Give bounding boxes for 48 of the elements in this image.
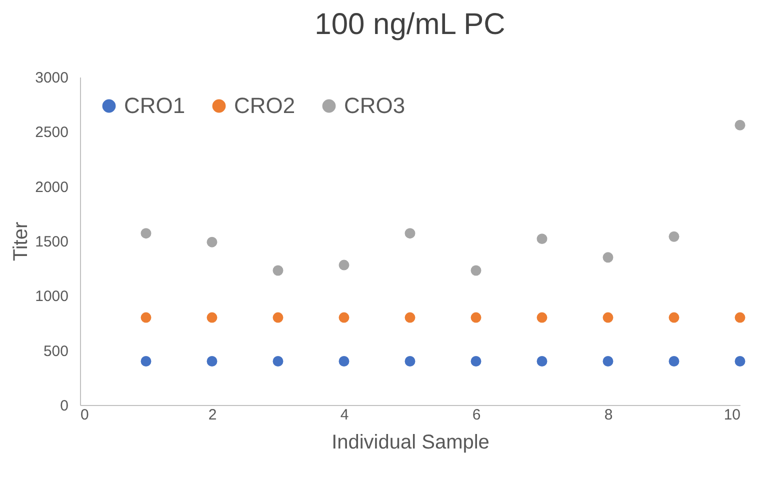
y-tick-label: 1000 — [35, 288, 68, 306]
point — [536, 356, 548, 366]
legend-label: CRO2 — [234, 93, 296, 118]
x-tick-label: 4 — [340, 406, 349, 424]
y-axis-title: Titer — [10, 222, 32, 262]
point — [470, 356, 482, 366]
point — [404, 312, 416, 323]
point — [470, 312, 482, 323]
point — [140, 356, 152, 366]
point — [272, 265, 284, 276]
point — [734, 120, 746, 130]
point — [536, 312, 548, 323]
x-tick-label: 6 — [472, 406, 481, 424]
point — [272, 312, 284, 323]
x-tick-label: 10 — [724, 406, 740, 424]
point — [404, 356, 416, 366]
point — [668, 356, 680, 366]
y-tick-label: 3000 — [35, 70, 68, 86]
x-axis-title: Individual Sample — [332, 432, 490, 454]
point — [140, 228, 152, 239]
chart-title: 100 ng/mL PC — [314, 8, 506, 41]
point — [668, 231, 680, 242]
y-tick-label: 500 — [43, 342, 68, 360]
x-tick-label: 0 — [80, 406, 89, 424]
point — [404, 228, 416, 239]
point — [734, 356, 746, 366]
legend-label: CRO1 — [124, 93, 186, 118]
point — [338, 260, 350, 270]
point — [602, 252, 614, 263]
point — [338, 356, 350, 366]
point — [602, 356, 614, 366]
point — [602, 312, 614, 323]
y-tick-label: 2500 — [35, 124, 68, 142]
point — [140, 312, 152, 323]
point — [536, 234, 548, 244]
x-tick-label: 2 — [208, 406, 217, 424]
point — [734, 312, 746, 323]
y-tick-label: 1500 — [35, 234, 68, 250]
x-tick-label: 8 — [604, 406, 613, 424]
point — [206, 236, 218, 248]
point — [206, 356, 218, 366]
point — [272, 356, 284, 366]
point — [470, 265, 482, 276]
legend-label: CRO3 — [344, 93, 406, 118]
y-tick-label: 2000 — [35, 178, 68, 196]
point — [206, 312, 218, 323]
point — [668, 312, 680, 323]
point — [338, 312, 350, 323]
